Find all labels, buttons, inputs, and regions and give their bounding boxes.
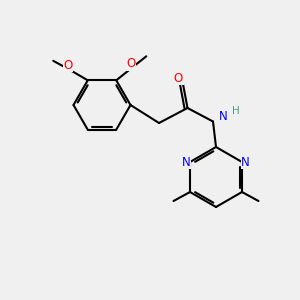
Text: O: O xyxy=(127,57,136,70)
Text: O: O xyxy=(64,59,73,72)
Text: N: N xyxy=(219,110,228,124)
Text: H: H xyxy=(232,106,239,116)
Text: N: N xyxy=(182,155,191,169)
Text: O: O xyxy=(174,71,183,85)
Text: N: N xyxy=(241,155,250,169)
